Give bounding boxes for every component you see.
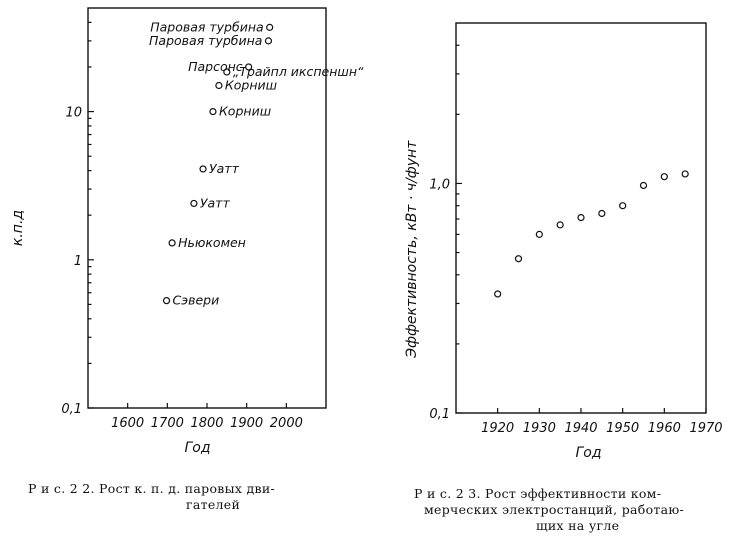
y-axis-title: Эффективность, кВт · ч/фунт [404, 140, 420, 359]
data-point [168, 239, 176, 247]
x-tick-label: 2000 [270, 416, 303, 431]
data-point [245, 63, 253, 71]
data-point [190, 199, 198, 208]
point-label: Парсонс [188, 59, 243, 74]
point-label: Сэвери [173, 293, 220, 308]
x-tick-label: 1960 [648, 421, 681, 436]
y-tick-label: 1 [74, 254, 82, 269]
x-tick-label: 1950 [606, 421, 639, 436]
point-label: Уатт [200, 195, 231, 210]
point-label: Корниш [225, 77, 277, 92]
x-axis-title: Год [575, 445, 601, 461]
data-point [494, 290, 502, 298]
x-tick-label: 1920 [481, 421, 514, 436]
caption-fig-22-line-1: Р и с. 2 2. Рост к. п. д. паровых дви- [28, 481, 275, 496]
data-point [264, 37, 273, 45]
data-point [199, 165, 207, 173]
y-tick-label: 1,0 [429, 177, 450, 192]
caption-fig-23: Р и с. 2 3. Рост эффективности ком- мерч… [414, 486, 744, 534]
data-point [639, 181, 648, 190]
data-point [514, 255, 523, 263]
y-tick-label: 0,1 [429, 407, 450, 422]
caption-fig-23-line-3: щих на угле [536, 518, 620, 533]
point-label: „Трайпл икспеншн“ [233, 64, 364, 79]
data-point [619, 202, 627, 210]
caption-fig-23-line-1: Р и с. 2 3. Рост эффективности ком- [414, 486, 662, 501]
x-tick-label: 1700 [151, 416, 184, 431]
data-point [660, 173, 668, 181]
chart-power-stations: 1920 1930 1940 1950 1960 1970 0,1 1,0 Год Эффекти… [404, 22, 723, 461]
point-label: Корниш [219, 104, 271, 119]
data-point [266, 23, 274, 31]
x-axis-title: Год [184, 440, 210, 456]
data-point [162, 297, 171, 305]
x-tick-label: 1900 [230, 416, 263, 431]
data-point [223, 68, 231, 76]
data-point [598, 209, 606, 218]
point-label: Паровая турбина [149, 33, 262, 48]
x-tick-label: 1930 [523, 421, 556, 436]
y-tick-label: 10 [65, 106, 82, 121]
caption-fig-22: Р и с. 2 2. Рост к. п. д. паровых дви- г… [28, 481, 358, 513]
x-tick-label: 1970 [689, 421, 722, 436]
data-point [209, 107, 217, 116]
data-point [577, 213, 585, 222]
x-tick-label: 1800 [190, 416, 223, 431]
y-axis-title: к.п.д [10, 210, 26, 246]
data-point [681, 170, 689, 178]
data-point [556, 221, 564, 229]
point-label: Уатт [209, 161, 240, 176]
x-tick-label: 1600 [111, 416, 144, 431]
point-label: Ньюкомен [178, 235, 246, 250]
caption-fig-23-line-2: мерческих электростанций, работаю- [424, 502, 685, 517]
caption-fig-22-line-2: гателей [186, 497, 241, 512]
chart-steam-engines: 1600 1700 1800 1900 2000 0,1 1 10 Год к.п.д Сэвери… [10, 7, 364, 456]
x-tick-label: 1940 [564, 421, 597, 436]
data-point [535, 230, 543, 238]
y-tick-label: 0,1 [61, 402, 82, 417]
data-point [215, 81, 223, 90]
point-label: Паровая турбина [150, 19, 263, 34]
